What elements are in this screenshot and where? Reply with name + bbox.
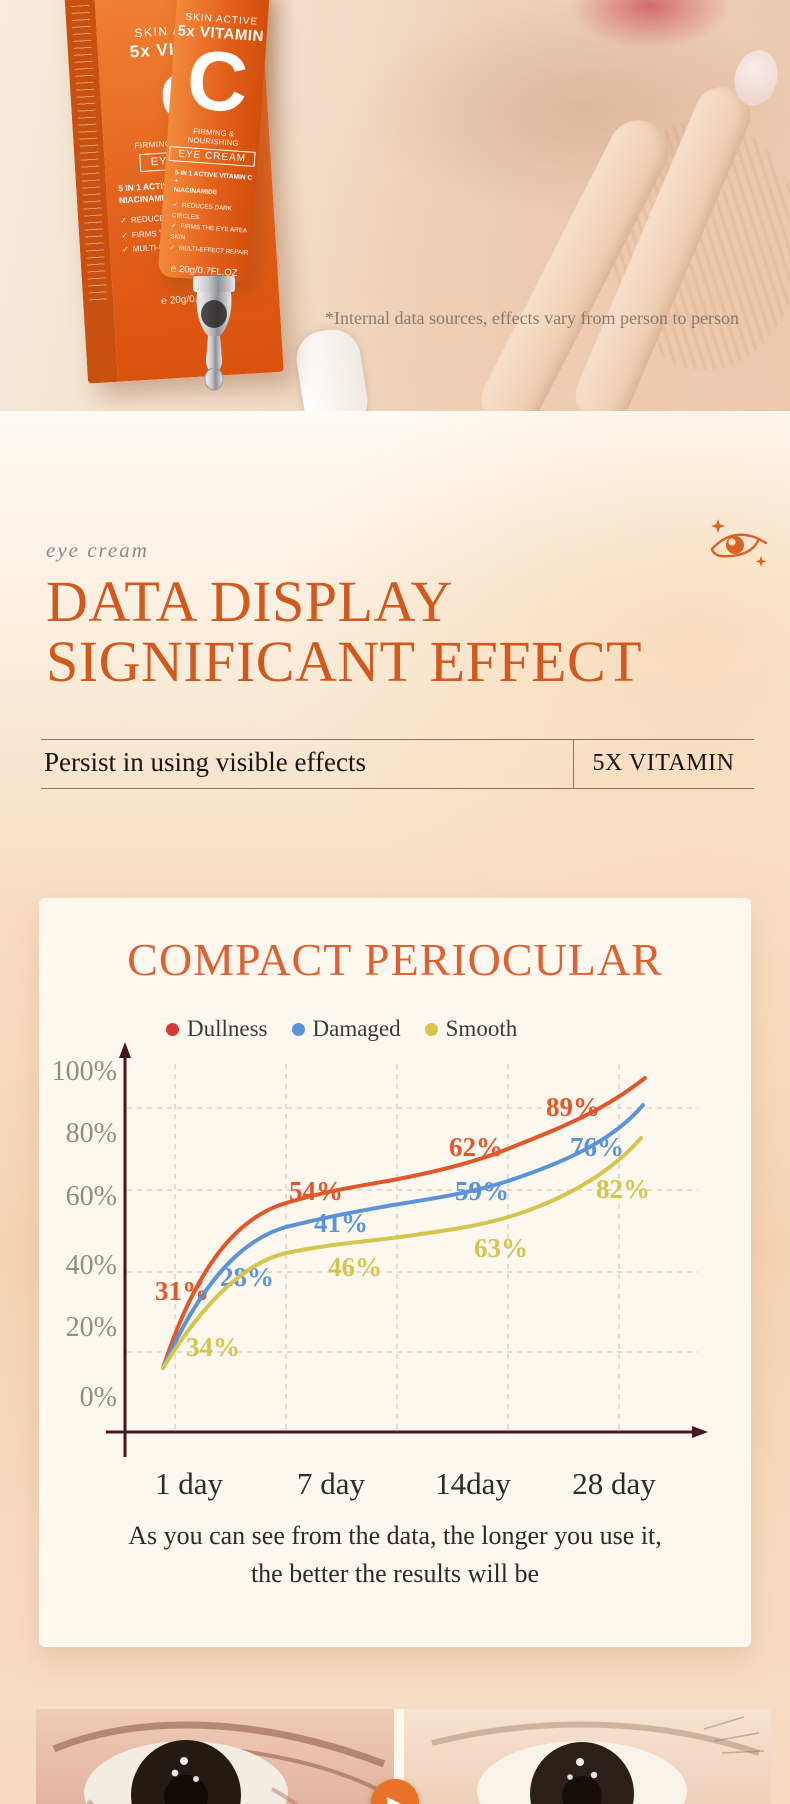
after-eye-image bbox=[404, 1709, 771, 1804]
divider-line bbox=[41, 788, 754, 789]
legend-item: Dullness bbox=[166, 1016, 268, 1042]
data-label: 89% bbox=[546, 1092, 600, 1122]
legend-label: Dullness bbox=[187, 1016, 268, 1041]
hero-photo: SKIN ACTIVE 5x VITAMIN C FIRMING & NOURI… bbox=[0, 0, 790, 411]
divider-vertical bbox=[573, 739, 574, 788]
data-label: 63% bbox=[474, 1233, 528, 1263]
data-label: 34% bbox=[186, 1332, 240, 1362]
legend-dot-icon bbox=[166, 1022, 179, 1036]
check-icon: ✓ bbox=[120, 216, 128, 226]
series-line-smooth bbox=[161, 1136, 643, 1370]
legend-label: Smooth bbox=[445, 1016, 518, 1041]
y-axis-tick: 40% bbox=[66, 1250, 117, 1281]
check-icon: ✓ bbox=[121, 245, 130, 255]
headline-line2: SIGNIFICANT EFFECT bbox=[46, 629, 643, 694]
legend-item: Smooth bbox=[424, 1016, 518, 1042]
x-axis-label: 7 day bbox=[297, 1466, 366, 1501]
divider-line bbox=[41, 739, 754, 740]
x-axis-arrow bbox=[692, 1426, 708, 1438]
data-label: 82% bbox=[596, 1174, 650, 1204]
play-icon: ▶ bbox=[387, 1791, 403, 1804]
data-label: 59% bbox=[455, 1176, 509, 1206]
data-label: 46% bbox=[328, 1252, 382, 1282]
data-label: 31% bbox=[155, 1276, 209, 1306]
y-axis-tick: 60% bbox=[66, 1181, 117, 1212]
legend-item: Damaged bbox=[291, 1016, 401, 1042]
tube-firming: FIRMING & NOURISHING bbox=[187, 126, 239, 148]
check-icon: ✓ bbox=[120, 230, 129, 241]
check-icon: ✓ bbox=[172, 201, 179, 209]
data-label: 41% bbox=[314, 1208, 368, 1238]
eye-sparkle-icon bbox=[710, 519, 768, 567]
tube-letter-c: C bbox=[183, 32, 251, 131]
before-eye-image bbox=[36, 1709, 394, 1804]
check-icon: ✓ bbox=[170, 222, 177, 230]
x-axis-label: 1 day bbox=[155, 1466, 224, 1501]
tube-applicator bbox=[193, 276, 235, 391]
y-axis-arrow bbox=[119, 1042, 131, 1058]
data-label: 62% bbox=[449, 1132, 503, 1162]
disclaimer-text: *Internal data sources, effects vary fro… bbox=[325, 308, 740, 328]
series-line-dullness bbox=[161, 1076, 647, 1370]
chart-caption-line2: the better the results will be bbox=[250, 1559, 540, 1588]
subtitle-right: 5X VITAMIN bbox=[592, 750, 735, 776]
line-chart: 100% 80% 60% 40% 20% 0% 1 day 7 day 14day 28 day 3… bbox=[52, 1042, 708, 1501]
chart-caption-line1: As you can see from the data, the longer… bbox=[128, 1521, 662, 1550]
y-axis-tick: 80% bbox=[66, 1118, 117, 1149]
y-axis-tick: 100% bbox=[52, 1056, 117, 1087]
y-axis-tick: 20% bbox=[66, 1312, 117, 1343]
x-axis-label: 28 day bbox=[572, 1466, 656, 1501]
chart-legend: Dullness Damaged Smooth bbox=[166, 1016, 517, 1042]
tube-eye-cream: EYE CREAM bbox=[168, 145, 256, 167]
legend-dot-icon bbox=[291, 1022, 305, 1036]
series-line-damaged bbox=[161, 1103, 645, 1370]
kicker-script: eye cream bbox=[46, 538, 149, 562]
y-axis-tick: 0% bbox=[80, 1382, 117, 1413]
check-icon: ✓ bbox=[169, 243, 176, 252]
headline-line1: DATA DISPLAY bbox=[46, 569, 453, 634]
data-label: 54% bbox=[289, 1176, 343, 1206]
shoulder-strap bbox=[292, 325, 372, 411]
x-axis-label: 14day bbox=[435, 1466, 511, 1501]
data-label: 76% bbox=[570, 1132, 624, 1162]
subtitle-left: Persist in using visible effects bbox=[44, 747, 366, 777]
legend-dot-icon bbox=[424, 1022, 438, 1036]
headline: DATA DISPLAY SIGNIFICANT EFFECT bbox=[46, 572, 766, 692]
tube-bullets: ✓ REDUCES DARK CIRCLES ✓ FIRMS THE EYE ARE… bbox=[169, 201, 249, 257]
photo-divider bbox=[394, 1709, 404, 1804]
legend-label: Damaged bbox=[312, 1016, 401, 1041]
chart-title: COMPACT PERIOCULAR bbox=[127, 934, 663, 985]
tube-claims: 5 IN 1 ACTIVE VITAMIN C + NIACINAMIDE bbox=[173, 168, 253, 197]
